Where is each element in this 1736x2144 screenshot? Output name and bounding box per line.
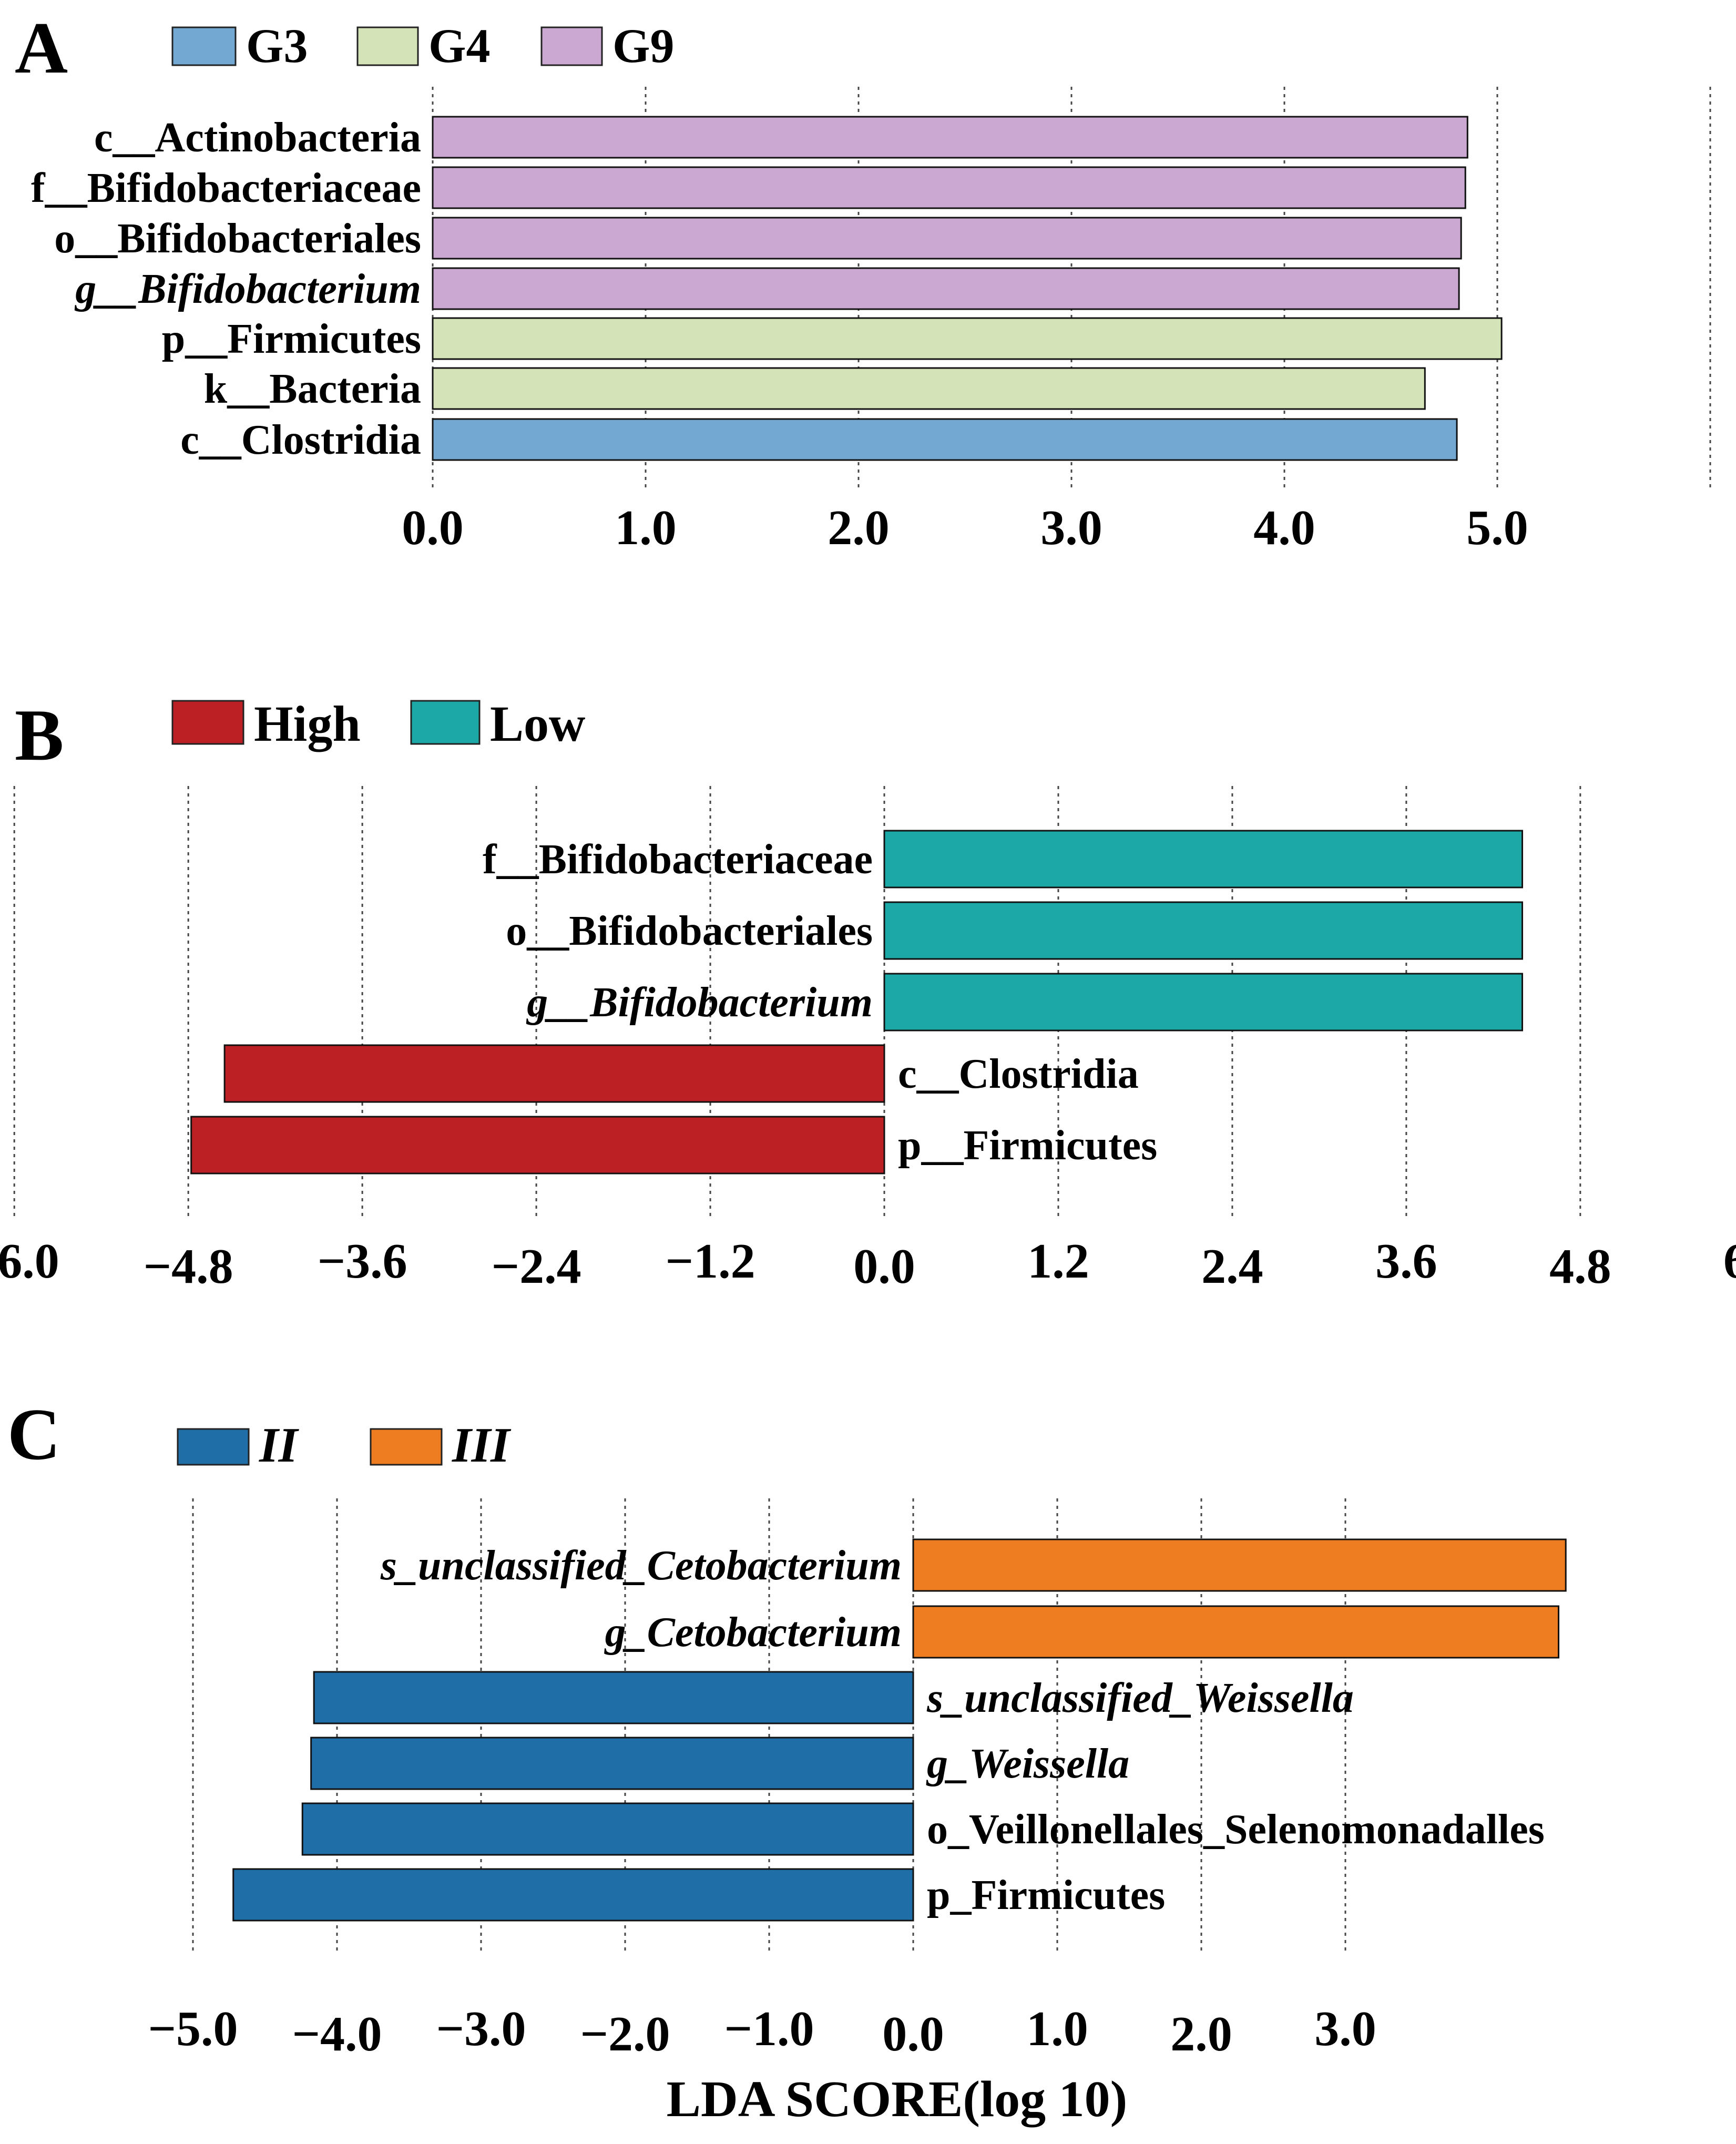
- tick-label: 1.0: [1026, 2002, 1088, 2056]
- tick-label: −2.4: [492, 1239, 581, 1294]
- tick-label: −4.8: [144, 1239, 233, 1294]
- legend-label: High: [254, 696, 361, 752]
- legend-swatch: [171, 700, 244, 745]
- category-label: o_Veillonellales_Selenomonadalles: [927, 1806, 1545, 1853]
- bar: [432, 116, 1468, 159]
- bar: [432, 367, 1426, 410]
- tick-label: 0.0: [402, 501, 464, 555]
- bar: [912, 1538, 1567, 1592]
- tick-label: −6.0: [0, 1234, 59, 1289]
- category-label: f__Bifidobacteriaceae: [31, 165, 421, 211]
- bar: [432, 166, 1466, 209]
- panel-a: A G3 G4 G9 0.0 1.0 2.0 3.0 4.0 5.0 c__Actinobacter…: [15, 7, 1711, 555]
- tick-label: −3.6: [318, 1234, 407, 1289]
- category-label: g__Bifidobacterium: [526, 979, 873, 1026]
- category-label: s_unclassified_Cetobacterium: [380, 1543, 902, 1589]
- category-label: p__Firmicutes: [162, 316, 421, 362]
- category-label: o__Bifidobacteriales: [54, 216, 421, 262]
- tick-label: 1.2: [1027, 1234, 1089, 1289]
- legend-label: G4: [428, 19, 491, 73]
- tick-label: 2.0: [828, 501, 890, 555]
- category-label: g_Cetobacterium: [604, 1609, 902, 1656]
- panel-label: B: [15, 695, 64, 776]
- legend-swatch: [540, 26, 603, 66]
- tick-label: 6.0: [1723, 1234, 1736, 1289]
- legend-swatch: [370, 1428, 443, 1466]
- tick-label: 5.0: [1466, 501, 1528, 555]
- tick-label: 3.0: [1314, 2002, 1376, 2056]
- bar: [432, 418, 1458, 461]
- bar: [313, 1671, 914, 1724]
- category-label: c__Clostridia: [898, 1051, 1139, 1097]
- bar: [432, 317, 1503, 360]
- category-label: c__Clostridia: [180, 417, 421, 463]
- bar: [883, 973, 1524, 1032]
- legend-label: III: [452, 1418, 512, 1473]
- legend-label: II: [259, 1418, 300, 1473]
- category-label: k__Bacteria: [204, 366, 421, 412]
- category-label: g__Bifidobacterium: [74, 266, 421, 312]
- legend-swatch: [177, 1428, 250, 1466]
- tick-label: 0.0: [853, 1239, 915, 1294]
- bar: [883, 901, 1524, 960]
- category-label: g_Weissella: [926, 1741, 1129, 1787]
- tick-label: 1.0: [615, 501, 677, 555]
- tick-label: −4.0: [292, 2007, 382, 2061]
- tick-label: −1.2: [666, 1234, 755, 1289]
- tick-label: 2.4: [1201, 1239, 1263, 1294]
- legend-label: G3: [246, 19, 308, 73]
- panel-b: B High Low −6.0 −4.8 −3.6 −2.4 −1.2 0.0 1.2 2.4 3.6…: [0, 695, 1736, 1294]
- bar: [232, 1868, 914, 1922]
- category-label: s_unclassified_Weissella: [926, 1675, 1354, 1721]
- tick-label: 2.0: [1170, 2007, 1232, 2061]
- legend-swatch: [410, 700, 481, 745]
- category-label: c__Actinobacteria: [94, 115, 421, 161]
- tick-label: −1.0: [724, 2002, 814, 2056]
- tick-label: 4.8: [1549, 1239, 1611, 1294]
- panel-c: C II III−5.0 −4.0 −3.0 −2.0 −1.0 0.0 1.0 2.0 3.0s_…: [7, 1394, 1567, 2061]
- tick-label: 0.0: [882, 2007, 944, 2061]
- bar: [912, 1605, 1560, 1659]
- legend-swatch: [356, 26, 419, 66]
- bar: [223, 1044, 885, 1103]
- legend-label: Low: [490, 696, 585, 752]
- bar: [883, 830, 1524, 889]
- legend-swatch: [171, 26, 237, 66]
- category-label: o__Bifidobacteriales: [506, 908, 873, 954]
- tick-label: −3.0: [436, 2002, 526, 2056]
- category-label: p_Firmicutes: [927, 1872, 1165, 1918]
- tick-label: 3.0: [1040, 501, 1102, 555]
- bar: [310, 1737, 914, 1790]
- category-label: p__Firmicutes: [898, 1122, 1157, 1169]
- tick-label: 3.6: [1375, 1234, 1437, 1289]
- x-axis-label: LDA SCORE(log 10): [667, 2071, 1128, 2128]
- bar: [432, 217, 1462, 260]
- tick-label: −2.0: [580, 2007, 670, 2061]
- panel-label: C: [7, 1394, 60, 1475]
- tick-label: 4.0: [1253, 501, 1315, 555]
- panel-label: A: [15, 7, 68, 89]
- category-label: f__Bifidobacteriaceae: [483, 836, 873, 883]
- bar: [301, 1802, 914, 1856]
- legend-label: G9: [612, 19, 675, 73]
- tick-label: −5.0: [148, 2002, 238, 2056]
- bar: [190, 1116, 885, 1175]
- bar: [432, 267, 1460, 310]
